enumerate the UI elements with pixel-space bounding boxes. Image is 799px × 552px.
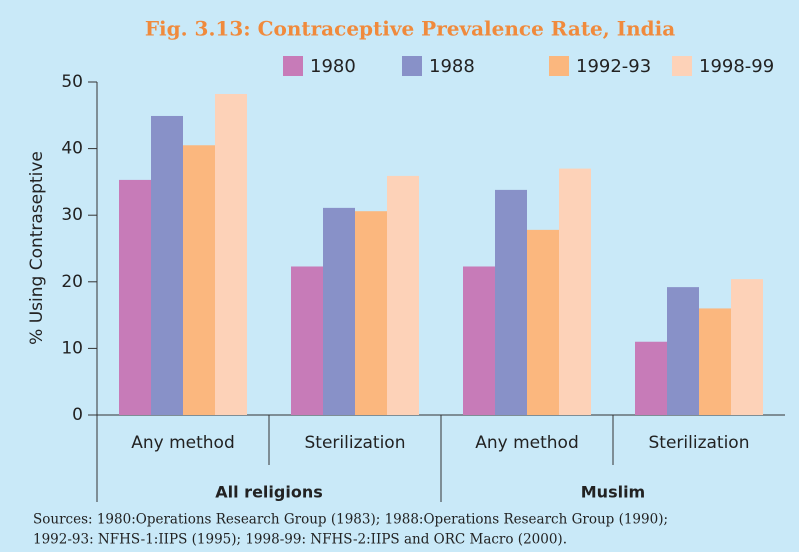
y-axis-label: % Using Contraseptive [27, 151, 47, 345]
y-tick-label: 20 [61, 272, 83, 292]
legend-swatch [402, 56, 422, 76]
group-label: All religions [215, 483, 322, 502]
bar [731, 279, 763, 415]
legend-label: 1992-93 [576, 56, 651, 77]
bar [215, 93, 247, 415]
bar [355, 211, 387, 415]
bar [559, 168, 591, 415]
bar [323, 207, 355, 415]
bar [151, 115, 183, 415]
x-tick-label: Any method [131, 433, 235, 453]
legend-label: 1988 [429, 56, 475, 77]
bar [119, 179, 151, 415]
x-tick-label: Sterilization [649, 433, 750, 453]
bar [699, 308, 731, 415]
source-note: 1992-93: NFHS-1:IIPS (1995); 1998-99: NF… [33, 532, 567, 548]
legend-swatch [549, 56, 569, 76]
legend-label: 1998-99 [699, 56, 774, 77]
bar [463, 266, 495, 415]
x-tick-label: Any method [475, 433, 579, 453]
source-note: Sources: 1980:Operations Research Group … [33, 512, 668, 528]
y-tick-label: 0 [72, 405, 83, 425]
y-tick-label: 50 [61, 72, 83, 92]
bar [291, 266, 323, 415]
legend-swatch [283, 56, 303, 76]
bar [495, 189, 527, 415]
y-tick-label: 30 [61, 205, 83, 225]
y-tick-label: 10 [61, 338, 83, 358]
bar [635, 341, 667, 415]
group-label: Muslim [581, 483, 645, 502]
bar [667, 287, 699, 415]
y-tick-label: 40 [61, 139, 83, 159]
chart-title: Fig. 3.13: Contraceptive Prevalence Rate… [145, 17, 675, 41]
bar [183, 145, 215, 415]
bar [527, 229, 559, 415]
legend-label: 1980 [310, 56, 356, 77]
legend-swatch [672, 56, 692, 76]
bar [387, 175, 419, 415]
x-tick-label: Sterilization [305, 433, 406, 453]
